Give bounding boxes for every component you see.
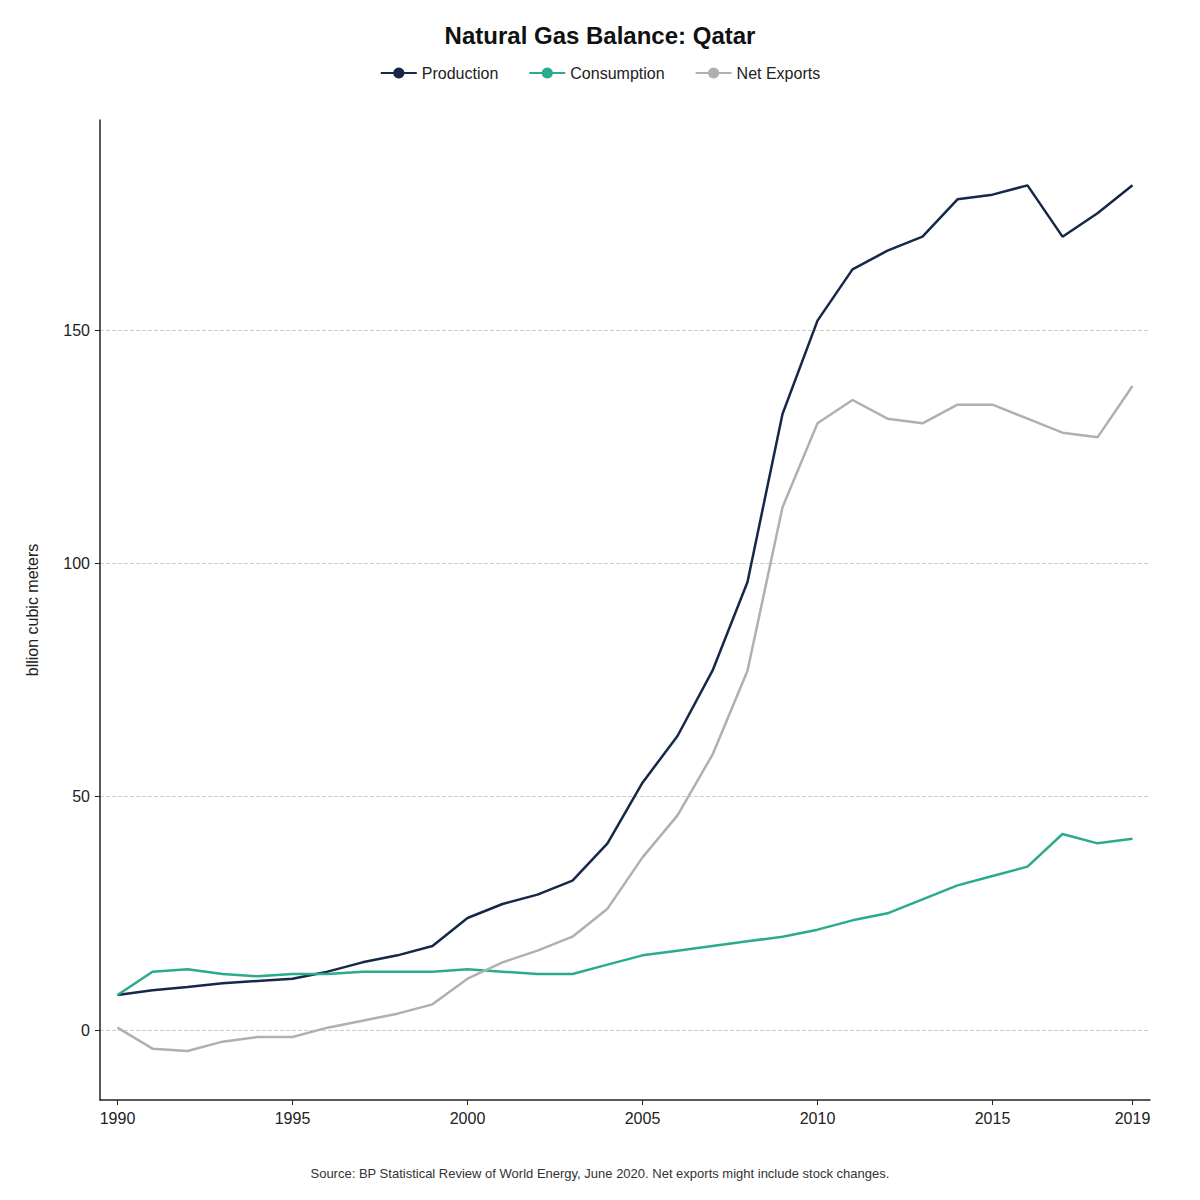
svg-text:Net Exports: Net Exports: [737, 65, 821, 82]
svg-text:150: 150: [63, 322, 90, 339]
svg-text:50: 50: [72, 788, 90, 805]
svg-text:bllion cubic meters: bllion cubic meters: [24, 544, 41, 677]
svg-text:100: 100: [63, 555, 90, 572]
svg-text:1990: 1990: [100, 1110, 136, 1127]
svg-text:Production: Production: [422, 65, 499, 82]
svg-text:2000: 2000: [450, 1110, 486, 1127]
svg-text:Natural Gas Balance: Qatar: Natural Gas Balance: Qatar: [445, 22, 756, 49]
svg-text:1995: 1995: [275, 1110, 311, 1127]
svg-text:Consumption: Consumption: [570, 65, 664, 82]
svg-text:2005: 2005: [625, 1110, 661, 1127]
svg-text:2010: 2010: [800, 1110, 836, 1127]
svg-text:2019: 2019: [1115, 1110, 1151, 1127]
svg-text:Source: BP Statistical Review: Source: BP Statistical Review of World E…: [310, 1166, 889, 1181]
svg-text:2015: 2015: [975, 1110, 1011, 1127]
svg-text:0: 0: [81, 1022, 90, 1039]
